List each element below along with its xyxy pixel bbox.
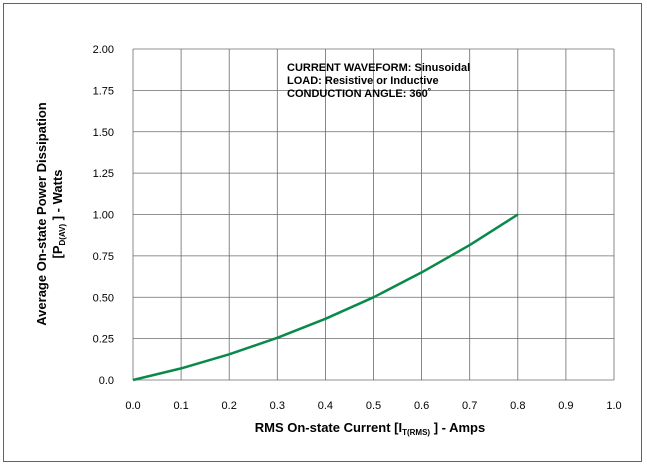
annotation-block: CURRENT WAVEFORM: Sinusoidal LOAD: Resis…	[287, 62, 470, 100]
y-axis-title: Average On-state Power Dissipation [PD(A…	[34, 102, 67, 326]
annotation-conduction-angle: CONDUCTION ANGLE: 360˚	[287, 88, 431, 100]
series-line	[132, 213, 519, 382]
x-tick-label: 0.2	[222, 400, 237, 412]
y-tick-label: 1.75	[93, 85, 114, 97]
y-axis-title-line1: Average On-state Power Dissipation	[34, 102, 49, 326]
x-tick-labels: 0.0 0.1 0.2 0.3 0.4 0.5 0.6 0.7 0.8 0.9 1.0	[125, 400, 621, 412]
x-tick-label: 0.1	[173, 400, 188, 412]
y-tick-label: 0.25	[93, 334, 114, 346]
x-tick-label: 0.0	[125, 400, 140, 412]
grid	[132, 48, 615, 381]
x-tick-label: 0.7	[462, 400, 477, 412]
x-tick-label: 1.0	[606, 400, 621, 412]
chart-frame	[3, 3, 642, 462]
annotation-load: LOAD: Resistive or Inductive	[287, 75, 439, 87]
x-tick-label: 0.5	[366, 400, 381, 412]
x-tick-label: 0.4	[318, 400, 333, 412]
annotation-waveform: CURRENT WAVEFORM: Sinusoidal	[287, 62, 470, 74]
y-tick-label: 1.00	[93, 210, 114, 222]
y-tick-label: 2.00	[93, 44, 114, 56]
x-tick-label: 0.6	[414, 400, 429, 412]
y-tick-label: 0.0	[99, 375, 114, 387]
y-tick-label: 0.50	[93, 292, 114, 304]
x-tick-label: 0.9	[558, 400, 573, 412]
y-axis-title-line2: [PD(AV) ] - Watts	[50, 169, 67, 258]
x-axis-title: RMS On-state Current [IT(RMS) ] - Amps	[255, 420, 485, 437]
y-tick-label: 1.50	[93, 127, 114, 139]
y-tick-labels: 0.0 0.25 0.50 0.75 1.00 1.25 1.50 1.75 2.00	[93, 44, 114, 387]
y-tick-label: 1.25	[93, 168, 114, 180]
y-tick-label: 0.75	[93, 251, 114, 263]
x-tick-label: 0.8	[510, 400, 525, 412]
x-tick-label: 0.3	[270, 400, 285, 412]
